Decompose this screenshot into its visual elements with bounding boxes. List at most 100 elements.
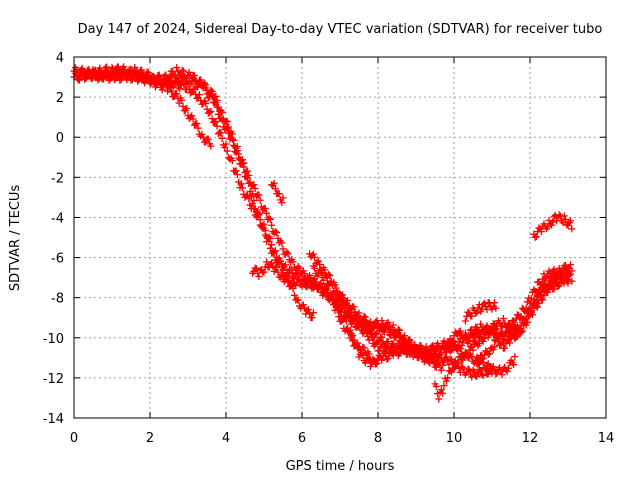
data-point <box>206 108 214 116</box>
data-point <box>371 318 379 326</box>
data-point <box>311 253 319 261</box>
data-point <box>164 76 172 84</box>
data-point <box>125 66 133 74</box>
data-point <box>527 295 535 303</box>
data-point <box>559 266 567 274</box>
data-point <box>228 130 236 138</box>
data-point <box>510 361 518 369</box>
data-point <box>408 345 416 353</box>
data-point <box>249 190 257 198</box>
data-point <box>454 342 462 350</box>
data-point <box>279 245 287 253</box>
data-point <box>568 277 576 285</box>
y-tick-label: -4 <box>51 211 64 226</box>
data-point <box>309 309 317 317</box>
data-point <box>269 249 277 257</box>
data-point <box>197 76 205 84</box>
data-point <box>173 64 181 72</box>
data-point <box>378 356 386 364</box>
data-point <box>278 199 286 207</box>
data-point <box>526 299 534 307</box>
y-tick-label: -6 <box>51 252 64 267</box>
data-point <box>442 348 450 356</box>
data-point <box>537 228 545 236</box>
data-point <box>326 272 334 280</box>
data-point <box>511 335 519 343</box>
data-point <box>94 76 102 84</box>
data-point <box>232 167 240 175</box>
data-point <box>198 130 206 138</box>
data-point <box>478 323 486 331</box>
data-point <box>373 320 381 328</box>
data-point <box>516 314 524 322</box>
data-point <box>109 64 117 72</box>
data-point <box>117 75 125 83</box>
data-point <box>361 313 369 321</box>
data-point <box>337 308 345 316</box>
data-point <box>78 66 86 74</box>
data-point <box>346 326 354 334</box>
data-point <box>474 360 482 368</box>
data-point <box>250 181 258 189</box>
data-point <box>268 259 276 267</box>
data-point <box>365 350 373 358</box>
data-point <box>240 159 248 167</box>
data-point <box>532 297 540 305</box>
data-point <box>406 336 414 344</box>
data-point <box>275 190 283 198</box>
data-point <box>266 215 274 223</box>
data-point <box>411 341 419 349</box>
data-point <box>213 96 221 104</box>
data-point <box>447 368 455 376</box>
data-point <box>377 324 385 332</box>
x-tick-label: 14 <box>598 431 615 446</box>
data-point <box>453 344 461 352</box>
data-point <box>473 373 481 381</box>
data-point <box>283 248 291 256</box>
data-point <box>221 143 229 151</box>
data-point <box>105 73 113 81</box>
data-point <box>116 76 124 84</box>
data-point <box>179 102 187 110</box>
data-point <box>228 157 236 165</box>
data-point <box>178 96 186 104</box>
data-point <box>493 369 501 377</box>
data-point <box>447 338 455 346</box>
data-point <box>264 234 272 242</box>
data-point <box>364 322 372 330</box>
data-point <box>568 267 576 275</box>
data-point <box>144 72 152 80</box>
chart-title: Day 147 of 2024, Sidereal Day-to-day VTE… <box>78 22 603 37</box>
data-point <box>373 339 381 347</box>
data-point <box>278 239 286 247</box>
data-point <box>549 218 557 226</box>
plot-frame <box>73 56 607 419</box>
data-point <box>449 365 457 373</box>
data-point <box>496 335 504 343</box>
data-point <box>384 354 392 362</box>
data-point <box>361 325 369 333</box>
data-point <box>263 258 271 266</box>
data-point <box>135 74 143 82</box>
data-point <box>204 90 212 98</box>
data-point <box>311 264 319 272</box>
data-point <box>176 80 184 88</box>
data-point <box>333 289 341 297</box>
data-point <box>511 321 519 329</box>
data-point <box>567 217 575 225</box>
data-point <box>250 197 258 205</box>
data-point <box>366 330 374 338</box>
data-point <box>292 266 300 274</box>
data-point <box>327 278 335 286</box>
data-point <box>473 308 481 316</box>
data-point <box>417 342 425 350</box>
data-point <box>389 321 397 329</box>
data-point <box>507 322 515 330</box>
data-point <box>568 225 576 233</box>
data-point <box>435 351 443 359</box>
data-point <box>475 340 483 348</box>
data-point <box>187 89 195 97</box>
data-point <box>483 322 491 330</box>
data-point <box>317 281 325 289</box>
data-point <box>204 135 212 143</box>
